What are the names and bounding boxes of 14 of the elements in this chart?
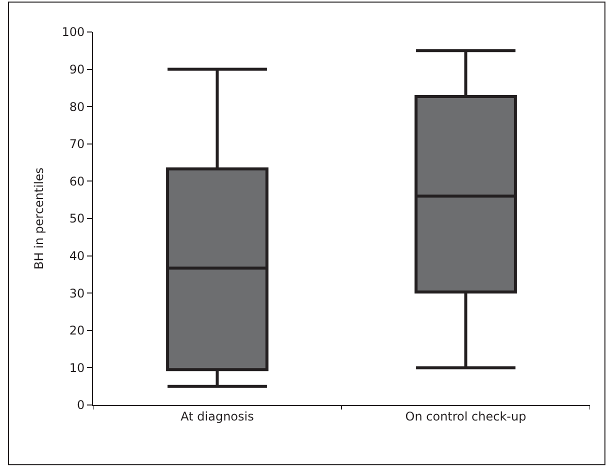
y-tick-label: 50 [69, 212, 85, 226]
y-tick-label: 10 [69, 360, 85, 375]
y-tick-label: 40 [69, 249, 85, 263]
y-tick-label: 20 [69, 324, 85, 338]
x-tick-label: At diagnosis [180, 409, 254, 424]
y-tick-label: 90 [69, 62, 85, 76]
y-tick-label: 0 [76, 398, 85, 412]
y-tick-label: 100 [62, 25, 85, 40]
y-tick-label: 30 [69, 286, 85, 300]
y-tick-label: 70 [69, 137, 85, 152]
y-tick-label: 60 [69, 174, 85, 188]
y-axis-title: BH in percentiles [32, 167, 46, 270]
y-tick-label: 80 [69, 100, 85, 114]
x-tick-label: On control check-up [405, 409, 526, 424]
